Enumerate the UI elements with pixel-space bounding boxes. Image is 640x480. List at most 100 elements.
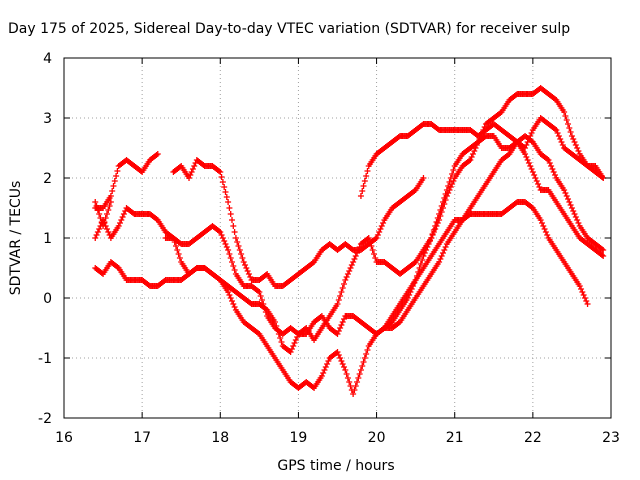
x-axis-label: GPS time / hours: [277, 458, 394, 474]
data-point: [531, 172, 538, 178]
data-point: [558, 139, 565, 145]
data-point: [171, 239, 178, 245]
data-point: [117, 220, 124, 226]
data-point: [469, 151, 476, 157]
data-point: [92, 199, 99, 205]
data-point: [337, 355, 344, 361]
series-track-6: [373, 133, 607, 337]
data-point: [548, 163, 555, 169]
data-point: [343, 371, 350, 377]
data-point: [219, 235, 226, 241]
x-tick-label: 19: [290, 430, 308, 446]
data-point: [287, 349, 294, 355]
data-point: [273, 323, 280, 329]
data-point: [542, 229, 549, 235]
data-point: [221, 238, 228, 244]
series-track-4: [92, 85, 607, 355]
data-point: [103, 226, 110, 232]
data-point: [320, 370, 327, 376]
data-point: [223, 194, 230, 200]
data-point: [568, 133, 575, 139]
data-point: [557, 136, 564, 142]
data-point: [446, 187, 453, 193]
data-point: [234, 239, 241, 245]
data-point: [229, 298, 236, 304]
data-point: [364, 347, 371, 353]
data-point: [563, 117, 570, 123]
data-point: [153, 152, 160, 158]
data-point: [471, 148, 478, 154]
data-point: [294, 334, 301, 340]
data-point: [567, 202, 574, 208]
data-point: [420, 175, 427, 181]
data-point: [363, 351, 370, 357]
data-point: [238, 251, 245, 257]
data-point: [113, 173, 120, 179]
series-track-2: [92, 115, 607, 337]
data-point: [173, 243, 180, 249]
data-point: [290, 343, 297, 349]
data-point: [346, 379, 353, 385]
data-point: [93, 232, 100, 238]
data-point: [361, 178, 368, 184]
data-point: [439, 250, 446, 256]
data-point: [549, 166, 556, 172]
data-point: [231, 304, 238, 310]
data-point: [443, 193, 450, 199]
data-point: [352, 253, 359, 259]
data-point: [339, 285, 346, 291]
data-point: [232, 235, 239, 241]
data-point: [230, 223, 237, 229]
data-point: [119, 214, 126, 220]
data-point: [342, 277, 349, 283]
data-point: [598, 252, 605, 258]
data-point: [568, 205, 575, 211]
data-point: [524, 157, 531, 163]
y-tick-label: 1: [43, 231, 52, 247]
data-point: [576, 283, 583, 289]
series-track-5: [357, 121, 607, 259]
data-point: [244, 268, 251, 274]
data-point: [231, 267, 238, 273]
data-point: [110, 183, 117, 189]
data-point: [553, 127, 560, 133]
data-point: [522, 151, 529, 157]
data-point: [550, 169, 557, 175]
data-point: [447, 184, 454, 190]
data-point: [105, 229, 112, 235]
data-point: [373, 235, 380, 241]
data-point: [217, 229, 224, 235]
data-point: [235, 243, 242, 249]
data-point: [221, 184, 228, 190]
data-point: [243, 265, 250, 271]
x-tick-label: 17: [133, 430, 151, 446]
data-point: [529, 169, 536, 175]
data-point: [580, 292, 587, 298]
data-point: [274, 327, 281, 333]
data-point: [563, 193, 570, 199]
data-point: [546, 160, 553, 166]
data-point: [439, 205, 446, 211]
data-point: [432, 226, 439, 232]
data-point: [566, 199, 573, 205]
data-point: [338, 289, 345, 295]
data-point: [347, 383, 354, 389]
data-point: [230, 263, 237, 269]
data-point: [473, 142, 480, 148]
data-point: [322, 364, 329, 370]
data-point: [227, 211, 234, 217]
data-point: [364, 168, 371, 174]
data-point: [380, 220, 387, 226]
data-point: [574, 217, 581, 223]
data-point: [222, 241, 229, 247]
data-point: [437, 256, 444, 262]
data-point: [334, 331, 341, 337]
data-point: [430, 229, 437, 235]
data-point: [372, 236, 379, 242]
data-point: [335, 328, 342, 334]
x-tick-label: 21: [446, 430, 464, 446]
data-point: [292, 337, 299, 343]
data-point: [466, 158, 473, 164]
data-point: [236, 247, 243, 253]
data-point: [356, 244, 363, 250]
